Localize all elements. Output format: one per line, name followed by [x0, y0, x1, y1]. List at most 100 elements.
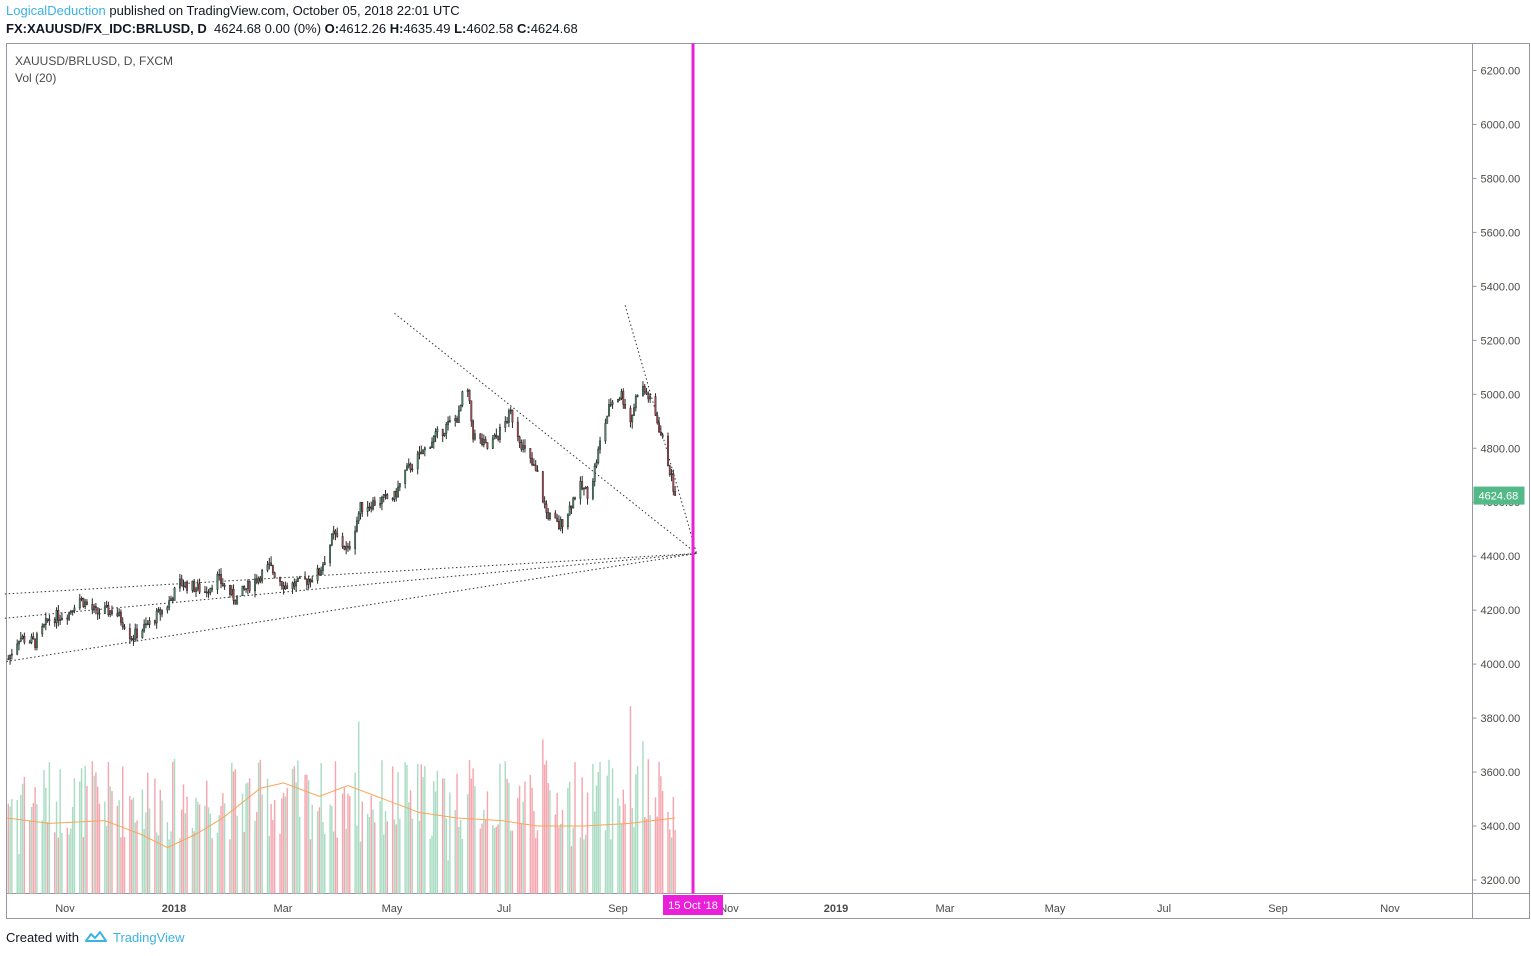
candle — [532, 464, 535, 466]
candle — [291, 582, 294, 589]
volume-bar — [670, 837, 673, 894]
candle — [298, 577, 301, 579]
candle — [268, 562, 271, 566]
candle — [534, 464, 537, 471]
candle — [382, 494, 385, 498]
volume-bar — [182, 784, 185, 894]
price-scale[interactable] — [1472, 43, 1530, 894]
candle — [186, 581, 188, 591]
candle — [105, 604, 108, 608]
volume-bar — [391, 766, 394, 894]
candle — [111, 610, 113, 614]
candle — [145, 623, 147, 626]
candle — [672, 473, 675, 492]
candle — [629, 407, 632, 423]
volume-bar — [318, 807, 321, 894]
candle — [193, 580, 196, 592]
candle — [296, 577, 299, 582]
tradingview-logo-icon[interactable] — [84, 930, 107, 948]
candle — [522, 445, 525, 450]
candle — [643, 386, 646, 393]
volume-bar — [354, 772, 356, 894]
x-tick-label: Nov — [719, 903, 739, 915]
volume-bar — [279, 833, 281, 894]
candle — [230, 588, 233, 595]
volume-bar — [82, 837, 85, 894]
candle — [220, 573, 222, 584]
volume-bar — [635, 774, 637, 894]
candle — [658, 422, 660, 433]
candle — [398, 483, 401, 488]
trend-line[interactable] — [394, 312, 697, 554]
candle — [103, 606, 106, 614]
volume-bar — [418, 820, 421, 894]
price-chart[interactable]: XAUUSD/BRLUSD, D, FXCM Vol (20) 6200.00 6… — [0, 0, 1531, 925]
volume-bar — [105, 825, 108, 894]
volume-bar — [431, 835, 433, 894]
candle — [19, 638, 22, 642]
candle — [59, 619, 62, 621]
volume-bar — [647, 759, 650, 894]
volume-bar — [561, 809, 564, 894]
volume-bar — [454, 810, 456, 894]
published-text: published on TradingView.com, October 05… — [109, 3, 460, 18]
author-link[interactable]: LogicalDeduction — [6, 3, 106, 18]
candle — [91, 604, 94, 610]
plot-area[interactable] — [6, 43, 1473, 894]
candle — [622, 391, 625, 405]
volume-bar — [234, 769, 237, 894]
candle — [293, 582, 296, 587]
candle — [318, 568, 321, 576]
candle — [168, 600, 171, 608]
volume-bar — [408, 802, 410, 894]
candle — [484, 439, 487, 443]
candle — [432, 436, 435, 443]
volume-bar — [257, 762, 260, 894]
volume-bar — [424, 766, 426, 894]
candle — [581, 481, 584, 490]
volume-bar — [536, 830, 539, 894]
candle — [595, 462, 598, 467]
candle — [66, 617, 69, 620]
candle — [336, 533, 339, 537]
volume-bar — [147, 772, 149, 894]
volume-bar — [644, 817, 646, 894]
volume-bar — [586, 792, 589, 894]
volume-bar — [608, 759, 610, 894]
candle — [649, 396, 652, 400]
volume-bar — [21, 783, 24, 894]
volume-bar — [356, 825, 358, 894]
date-marker[interactable]: 15 Oct '18 — [663, 43, 724, 916]
candle — [445, 423, 448, 434]
volume-bar — [229, 839, 231, 894]
volume-bar — [522, 801, 524, 894]
volume-bar — [66, 827, 69, 894]
candle — [586, 487, 589, 499]
candle — [418, 451, 421, 455]
volume-bars — [7, 706, 676, 894]
trend-line[interactable] — [6, 553, 697, 662]
candle — [134, 628, 137, 640]
y-tick-label: 5000.00 — [1481, 389, 1521, 401]
candle — [334, 530, 337, 535]
volume-bar — [361, 801, 363, 894]
candle — [407, 463, 410, 467]
volume-bar — [386, 821, 389, 894]
candle — [420, 451, 423, 455]
volume-bar — [23, 776, 26, 894]
candle — [370, 506, 373, 510]
candle — [518, 436, 521, 444]
candle — [155, 610, 158, 624]
volume-bar — [366, 813, 369, 894]
tradingview-link[interactable]: TradingView — [112, 930, 185, 945]
candle — [345, 545, 348, 550]
volume-bar — [533, 810, 535, 894]
volume-bar — [619, 805, 621, 894]
candle — [479, 433, 482, 440]
candle — [209, 587, 212, 593]
volume-bar — [468, 760, 471, 894]
chart-title: XAUUSD/BRLUSD, D, FXCM — [15, 54, 173, 68]
time-scale[interactable] — [6, 893, 1473, 919]
candle — [82, 597, 85, 607]
volume-bar — [572, 827, 574, 894]
